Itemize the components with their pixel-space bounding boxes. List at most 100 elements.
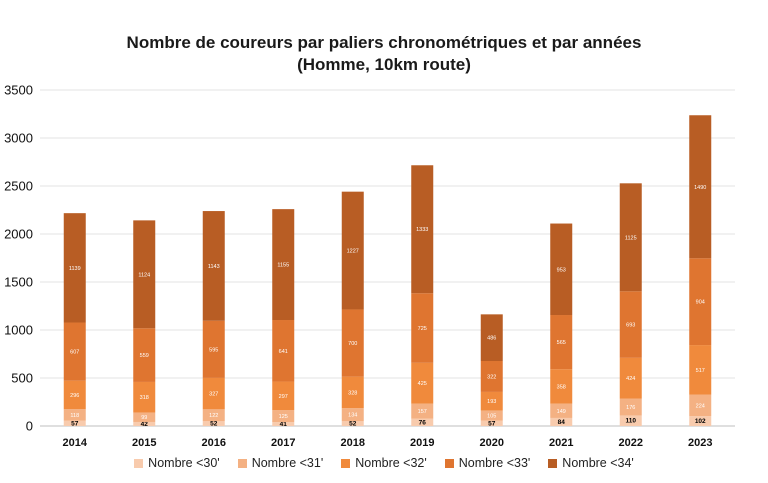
data-label: 193 [487,399,496,405]
bar-segment [341,421,364,426]
data-label: 134 [348,413,357,419]
bar-segment [133,381,156,413]
data-label: 327 [209,392,218,398]
data-label: 1125 [625,235,637,241]
data-label: 1143 [208,264,220,270]
legend-swatch [341,458,351,468]
bar-segment [689,115,712,259]
legend-label: Nombre <31' [251,456,324,470]
data-label: 559 [140,353,149,359]
bar-segment [550,223,573,316]
x-tick-label: 2020 [480,437,504,449]
bar-segment [480,314,503,362]
data-label: 1139 [69,266,81,272]
y-tick-label: 500 [11,371,33,386]
x-tick-label: 2021 [549,437,573,449]
data-label: 953 [557,267,566,273]
data-label: 76 [419,419,427,426]
data-label: 607 [70,350,79,356]
data-label: 358 [557,384,566,390]
data-label: 99 [141,415,147,421]
legend-item: Nombre <30' [134,456,220,470]
bar-segment [480,410,503,421]
bar-segment [411,403,434,419]
data-label: 700 [348,341,357,347]
data-label: 328 [348,390,357,396]
data-label: 517 [696,368,705,374]
data-label: 322 [487,374,496,380]
bar-segment [619,398,642,416]
data-label: 57 [71,420,79,427]
bar-segment [202,421,225,426]
data-label: 565 [557,340,566,346]
bar-segment [272,381,295,411]
legend-swatch [444,458,454,468]
bar-segment [63,213,86,323]
chart-title-line-1: Nombre de coureurs par paliers chronomét… [126,33,642,52]
bar-segment [133,421,156,426]
x-tick-label: 2016 [202,437,226,449]
data-label: 102 [695,418,706,425]
bar-segment [411,165,434,294]
bar-segment [411,293,434,363]
x-tick-label: 2023 [688,437,712,449]
bar-segment [63,322,86,381]
legend-item: Nombre <32' [341,456,427,470]
bar-segment [63,380,86,410]
x-tick-label: 2018 [341,437,365,449]
bar-segment [619,291,642,358]
data-label: 52 [210,421,218,428]
x-tick-label: 2022 [619,437,643,449]
bar-segment [272,410,295,423]
bar-segment [133,328,156,382]
x-tick-label: 2015 [132,437,156,449]
y-tick-label: 1500 [4,275,33,290]
bar-segment [689,394,712,417]
legend-label: Nombre <33' [458,456,531,470]
y-tick-label: 3500 [4,83,33,98]
data-label: 84 [558,419,566,426]
bar-segment [550,315,573,370]
legend-label: Nombre <32' [355,456,427,470]
data-label: 52 [349,421,357,428]
data-label: 41 [280,421,288,428]
bar-segment [202,211,225,321]
data-label: 224 [696,403,705,409]
legend-item: Nombre <31' [237,456,324,470]
y-tick-label: 0 [26,419,33,434]
legend-swatch [548,458,558,468]
bar-segment [480,361,503,392]
bar-segment [341,191,364,310]
bar-segment [550,417,573,426]
chart-legend: Nombre <30' Nombre <31' Nombre <32' Nombre … [0,456,768,470]
data-label: 904 [696,300,705,306]
data-label: 118 [70,413,79,419]
bar-segment [202,377,225,410]
bar-segment [619,415,642,426]
y-tick-label: 1000 [4,323,33,338]
data-label: 1155 [277,263,289,269]
chart-title-line-2: (Homme, 10km route) [297,55,471,74]
bar-segment [272,320,295,382]
data-label: 105 [487,413,496,419]
x-tick-label: 2019 [410,437,434,449]
bar-segment [341,376,364,409]
data-label: 693 [626,323,635,329]
data-label: 42 [141,421,149,428]
y-tick-label: 3000 [4,131,33,146]
data-label: 125 [279,414,288,420]
bar-segment [272,209,295,321]
data-label: 725 [418,326,427,332]
bar-segment [341,408,364,422]
bar-segment [63,420,86,426]
data-label: 425 [418,381,427,387]
data-label: 1490 [694,185,706,191]
data-label: 1227 [347,249,359,255]
data-label: 318 [140,395,149,401]
data-label: 297 [279,394,288,400]
legend-label: Nombre <34' [562,456,634,470]
bar-segment [480,420,503,426]
bar-segment [133,412,156,422]
